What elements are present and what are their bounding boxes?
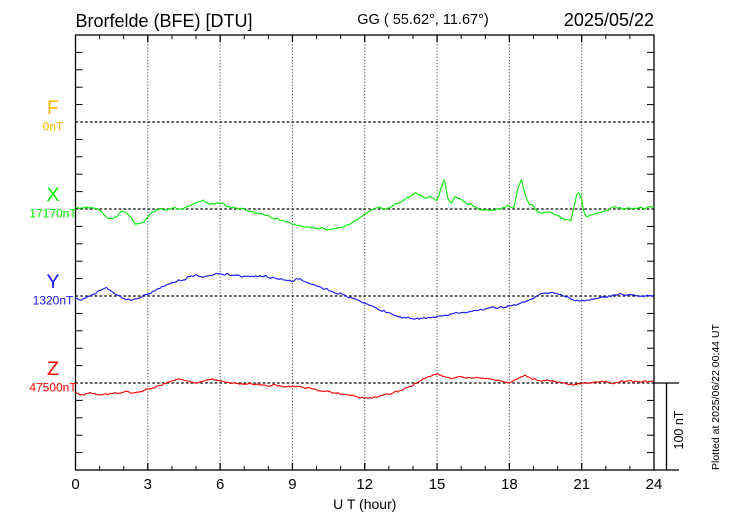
svg-text:2025/05/22: 2025/05/22 [564,10,654,30]
svg-text:17170nT: 17170nT [29,207,77,221]
svg-text:0: 0 [71,476,79,493]
svg-text:Z: Z [47,358,59,380]
svg-text:Y: Y [46,271,59,293]
svg-text:24: 24 [646,476,663,493]
svg-text:GG ( 55.62°, 11.67°): GG ( 55.62°, 11.67°) [357,12,488,28]
svg-text:47500nT: 47500nT [29,381,77,395]
svg-text:12: 12 [356,476,373,493]
svg-text:15: 15 [429,476,446,493]
svg-text:21: 21 [573,476,590,493]
svg-text:U T (hour): U T (hour) [333,496,396,512]
svg-text:X: X [46,184,59,206]
svg-text:9: 9 [288,476,296,493]
svg-text:3: 3 [144,476,152,493]
svg-text:Plotted at 2025/06/22 00:44 UT: Plotted at 2025/06/22 00:44 UT [710,323,722,470]
svg-text:1320nT: 1320nT [33,294,74,308]
svg-text:Brorfelde (BFE) [DTU]: Brorfelde (BFE) [DTU] [76,11,253,31]
svg-text:F: F [47,97,59,119]
svg-text:100 nT: 100 nT [672,410,686,449]
svg-text:6: 6 [216,476,224,493]
svg-text:0nT: 0nT [43,120,64,134]
svg-text:18: 18 [501,476,518,493]
